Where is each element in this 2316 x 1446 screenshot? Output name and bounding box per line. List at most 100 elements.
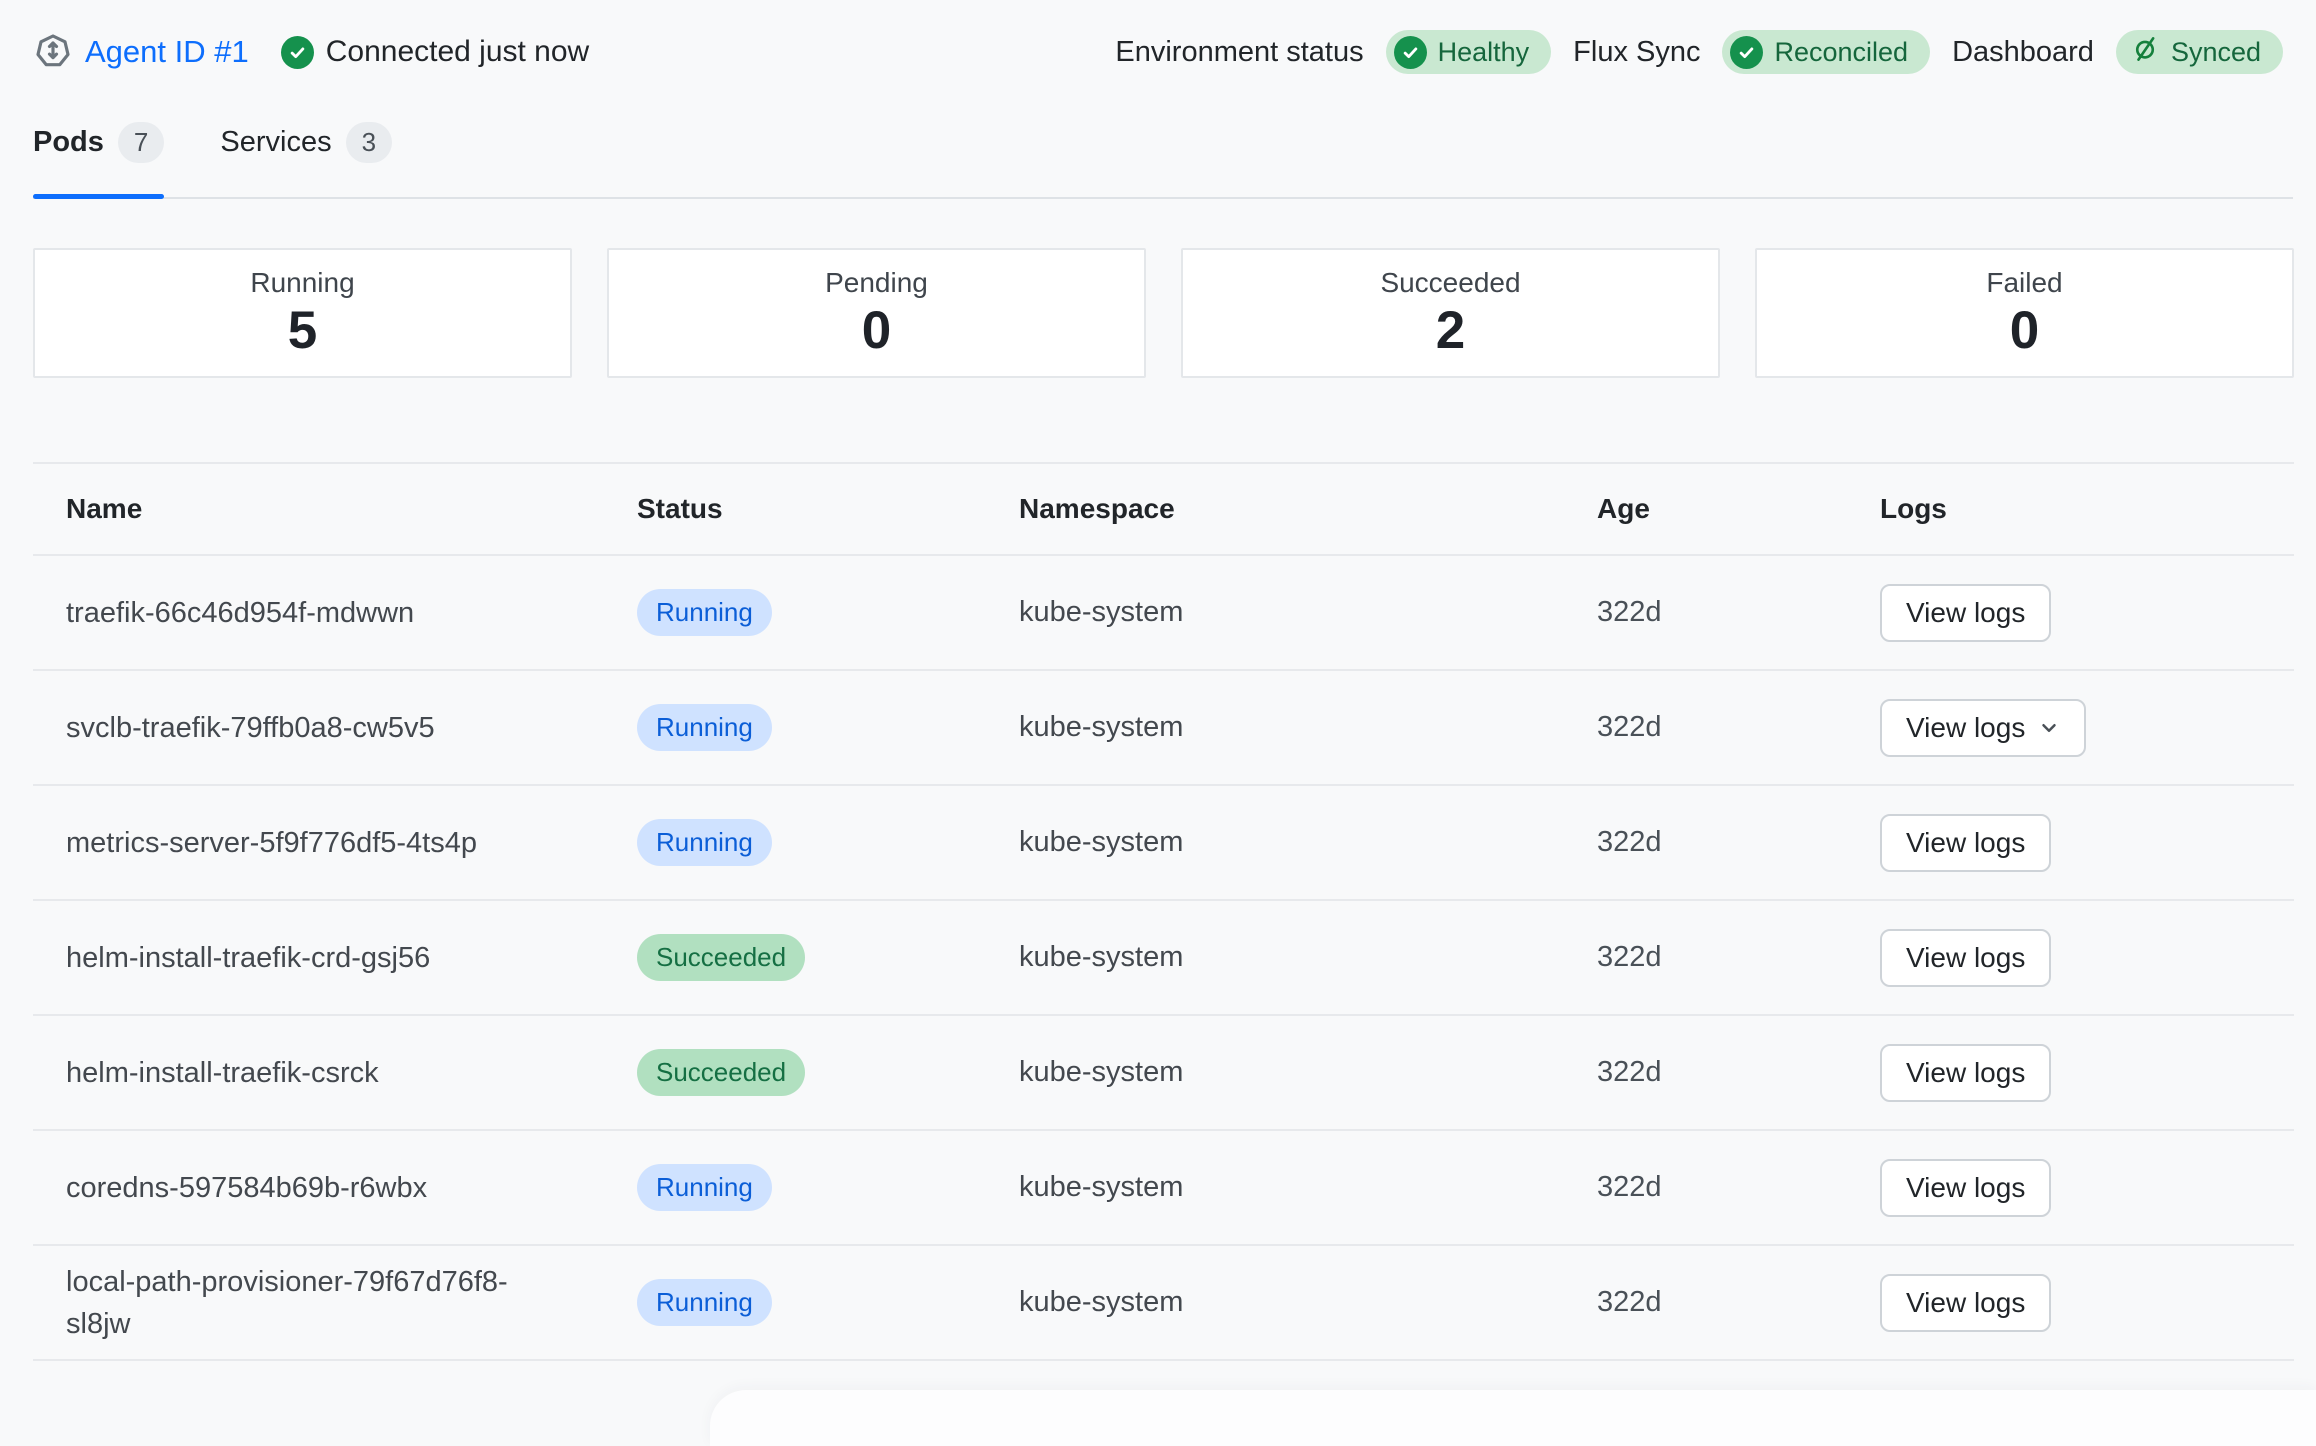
- pod-logs-cell: View logs: [1847, 698, 2294, 757]
- table-row: coredns-597584b69b-r6wbx Running kube-sy…: [33, 1131, 2294, 1247]
- pod-status-cell: Running: [604, 819, 986, 867]
- stat-label: Failed: [1986, 267, 2063, 299]
- agent-link-label: Agent ID #1: [85, 34, 249, 69]
- status-badge: Succeeded: [637, 934, 806, 982]
- tab-pods[interactable]: Pods 7: [33, 112, 165, 200]
- status-badge: Running: [637, 704, 772, 752]
- table-row: helm-install-traefik-crd-gsj56 Succeeded…: [33, 901, 2294, 1017]
- pod-status-cell: Running: [604, 1279, 986, 1327]
- table-row: traefik-66c46d954f-mdwwn Running kube-sy…: [33, 556, 2294, 672]
- view-logs-button[interactable]: View logs: [1880, 1273, 2052, 1332]
- pod-name-cell: local-path-provisioner-79f67d76f8-sl8jw: [66, 1265, 508, 1340]
- view-logs-button[interactable]: View logs: [1880, 928, 2052, 987]
- stat-card-succeeded: Succeeded 2: [1181, 248, 1720, 379]
- environment-badges: Environment status Healthy Flux Sync Rec…: [1115, 30, 2283, 74]
- dashboard-label: Dashboard: [1952, 35, 2094, 68]
- pod-namespace-cell: kube-system: [1019, 711, 1184, 744]
- background-sheet: [710, 1390, 2316, 1446]
- pod-name-cell: coredns-597584b69b-r6wbx: [66, 1171, 428, 1204]
- top-bar: Agent ID #1 Connected just now Environme…: [0, 0, 2316, 74]
- pod-status-cell: Running: [604, 589, 986, 637]
- pod-status-cell: Succeeded: [604, 1049, 986, 1097]
- tab-pods-label: Pods: [33, 126, 104, 159]
- pod-name-cell: svclb-traefik-79ffb0a8-cw5v5: [66, 711, 435, 744]
- agent-connection-group: Agent ID #1 Connected just now: [33, 31, 589, 73]
- pod-name-cell: traefik-66c46d954f-mdwwn: [66, 596, 415, 629]
- pod-age-cell: 322d: [1597, 1171, 1662, 1204]
- pod-namespace-cell: kube-system: [1019, 941, 1184, 974]
- tab-services-count-badge: 3: [345, 122, 393, 164]
- connection-status-text: Connected just now: [325, 35, 590, 68]
- pod-logs-cell: View logs: [1847, 583, 2294, 642]
- pod-namespace-cell: kube-system: [1019, 826, 1184, 859]
- agent-heptagon-icon: [33, 31, 73, 73]
- agent-link[interactable]: Agent ID #1: [33, 31, 249, 73]
- pod-age-cell: 322d: [1597, 596, 1662, 629]
- environment-status-badge: Healthy: [1385, 30, 1552, 74]
- pod-logs-cell: View logs: [1847, 813, 2294, 872]
- pods-table: Name Status Namespace Age Logs traefik-6…: [33, 462, 2294, 1362]
- pod-namespace-cell: kube-system: [1019, 1286, 1184, 1319]
- stat-card-failed: Failed 0: [1755, 248, 2294, 379]
- pod-status-cell: Running: [604, 704, 986, 752]
- view-logs-dropdown-button[interactable]: View logs: [1880, 698, 2087, 757]
- table-row: metrics-server-5f9f776df5-4ts4p Running …: [33, 786, 2294, 902]
- view-logs-button[interactable]: View logs: [1880, 813, 2052, 872]
- stat-card-running: Running 5: [33, 248, 572, 379]
- environment-status-label: Environment status: [1115, 35, 1364, 68]
- connected-check-icon: [280, 35, 314, 69]
- status-badge: Running: [637, 589, 772, 637]
- status-badge: Running: [637, 1164, 772, 1212]
- pod-name-cell: helm-install-traefik-crd-gsj56: [66, 941, 431, 974]
- stat-value: 0: [2009, 301, 2040, 361]
- pod-logs-cell: View logs: [1847, 928, 2294, 987]
- healthy-check-icon: [1393, 35, 1427, 69]
- stat-card-pending: Pending 0: [607, 248, 1146, 379]
- column-header-age: Age: [1597, 493, 1650, 525]
- view-logs-button[interactable]: View logs: [1880, 1043, 2052, 1102]
- flux-sync-label: Flux Sync: [1573, 35, 1701, 68]
- pod-status-summary: Running 5 Pending 0 Succeeded 2 Failed 0: [33, 248, 2294, 379]
- pod-logs-cell: View logs: [1847, 1158, 2294, 1217]
- pod-status-cell: Succeeded: [604, 934, 986, 982]
- stat-value: 2: [1435, 301, 1466, 361]
- stat-label: Running: [250, 267, 355, 299]
- table-row: svclb-traefik-79ffb0a8-cw5v5 Running kub…: [33, 671, 2294, 787]
- environment-status-value: Healthy: [1437, 36, 1530, 67]
- status-badge: Running: [637, 819, 772, 867]
- pod-namespace-cell: kube-system: [1019, 596, 1184, 629]
- stat-value: 5: [287, 301, 318, 361]
- flux-sync-value: Reconciled: [1774, 36, 1909, 67]
- tab-services[interactable]: Services 3: [220, 112, 393, 197]
- pod-name-cell: helm-install-traefik-csrck: [66, 1056, 379, 1089]
- tab-pods-count-badge: 7: [117, 122, 165, 164]
- flux-slashed-circle-icon: [2130, 34, 2160, 71]
- table-row: helm-install-traefik-csrck Succeeded kub…: [33, 1016, 2294, 1132]
- reconciled-check-icon: [1730, 35, 1764, 69]
- tab-services-label: Services: [220, 126, 332, 159]
- stat-value: 0: [861, 301, 892, 361]
- view-logs-button[interactable]: View logs: [1880, 583, 2052, 642]
- stat-label: Succeeded: [1380, 267, 1521, 299]
- status-badge: Succeeded: [637, 1049, 806, 1097]
- stat-label: Pending: [825, 267, 928, 299]
- pod-age-cell: 322d: [1597, 1056, 1662, 1089]
- column-header-name: Name: [66, 493, 143, 525]
- pod-age-cell: 322d: [1597, 826, 1662, 859]
- dashboard-sync-value: Synced: [2170, 36, 2261, 67]
- pod-logs-cell: View logs: [1847, 1273, 2294, 1332]
- connection-status: Connected just now: [280, 35, 590, 69]
- pod-status-cell: Running: [604, 1164, 986, 1212]
- table-header-row: Name Status Namespace Age Logs: [33, 462, 2294, 557]
- column-header-namespace: Namespace: [1019, 493, 1175, 525]
- pod-age-cell: 322d: [1597, 711, 1662, 744]
- pod-name-cell: metrics-server-5f9f776df5-4ts4p: [66, 826, 477, 859]
- pod-namespace-cell: kube-system: [1019, 1171, 1184, 1204]
- view-logs-button[interactable]: View logs: [1880, 1158, 2052, 1217]
- pod-logs-cell: View logs: [1847, 1043, 2294, 1102]
- tab-bar: Pods 7 Services 3: [33, 112, 2293, 200]
- column-header-logs: Logs: [1880, 493, 1947, 525]
- chevron-down-icon: [2038, 717, 2060, 739]
- pod-age-cell: 322d: [1597, 1286, 1662, 1319]
